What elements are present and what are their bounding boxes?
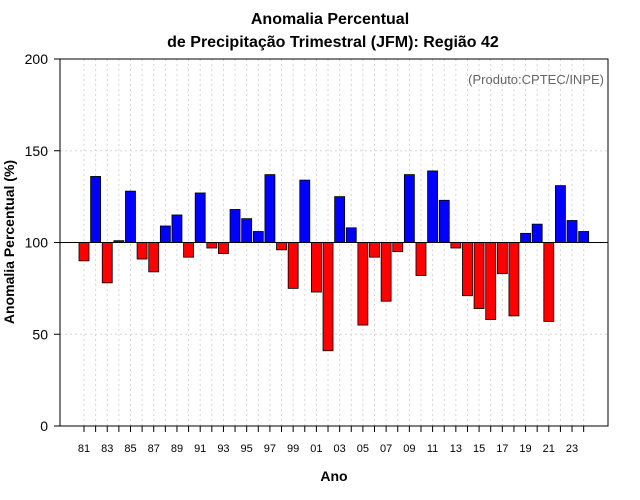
bar-14 (462, 242, 473, 297)
x-tick-label-8: 97 (264, 443, 276, 455)
x-tick-label-10: 01 (310, 443, 322, 455)
x-tick-label-1: 83 (101, 443, 113, 455)
bar-85 (125, 190, 136, 243)
bar-09 (403, 174, 415, 243)
x-tick-label-0: 81 (78, 443, 90, 455)
bar-18 (508, 242, 520, 317)
bar-08 (392, 242, 404, 253)
bar-24 (578, 231, 590, 243)
bar-97 (264, 174, 276, 243)
y-tick-label-2: 100 (25, 235, 49, 251)
x-tick-label-13: 07 (380, 443, 392, 455)
bar-00 (299, 179, 311, 243)
bar-95 (241, 218, 253, 243)
bar-89 (171, 214, 183, 243)
x-tick-label-11: 03 (334, 443, 346, 455)
bars (78, 170, 590, 352)
bar-92 (206, 242, 218, 249)
bar-13 (450, 242, 462, 249)
chart-title-line1: Anomalia Percentual (251, 11, 409, 28)
bar-04 (345, 227, 357, 243)
y-axis: 0 50 100 150 200 (25, 51, 60, 434)
bar-12 (438, 199, 450, 243)
bar-86 (136, 242, 148, 260)
bar-98 (276, 242, 287, 251)
x-tick-label-7: 95 (241, 443, 253, 455)
x-tick-label-3: 87 (148, 443, 160, 455)
bar-15 (473, 242, 485, 309)
x-tick-label-5: 91 (194, 443, 206, 455)
bar-11 (427, 170, 439, 243)
x-tick-label-16: 13 (450, 443, 462, 455)
grid (60, 59, 608, 426)
bar-23 (566, 220, 578, 243)
x-tick-label-9: 99 (287, 443, 299, 455)
bar-83 (101, 242, 113, 284)
bar-22 (555, 185, 566, 243)
bar-20 (531, 223, 543, 243)
x-tick-label-14: 09 (403, 443, 415, 455)
y-tick-label-3: 150 (25, 143, 49, 159)
bar-21 (543, 242, 555, 322)
bar-19 (520, 232, 531, 243)
bar-01 (310, 242, 322, 293)
bar-07 (380, 242, 392, 302)
x-tick-label-17: 15 (473, 443, 485, 455)
y-axis-title: Anomalia Percentual (%) (1, 160, 17, 324)
bar-16 (485, 242, 497, 320)
y-tick-label-1: 50 (32, 326, 48, 342)
x-axis-title: Ano (320, 468, 347, 484)
bar-93 (218, 242, 229, 254)
x-tick-label-21: 23 (566, 443, 578, 455)
y-tick-label-4: 200 (25, 51, 49, 67)
bar-99 (287, 242, 299, 289)
bar-90 (183, 242, 194, 258)
x-tick-label-19: 19 (519, 443, 531, 455)
bar-17 (496, 242, 508, 275)
bar-03 (334, 196, 346, 243)
chart-title-line2: de Precipitação Trimestral (JFM): Região… (167, 34, 499, 51)
bar-81 (78, 242, 90, 262)
bar-82 (90, 176, 102, 243)
plot-frame (59, 58, 609, 427)
y-tick-label-0: 0 (40, 418, 48, 434)
bar-94 (229, 209, 241, 243)
x-tick-label-20: 21 (543, 443, 555, 455)
bar-88 (159, 225, 171, 243)
x-tick-label-6: 93 (217, 443, 229, 455)
bar-96 (252, 231, 264, 243)
x-tick-label-12: 05 (357, 443, 369, 455)
x-tick-label-18: 17 (496, 443, 508, 455)
x-tick-label-2: 85 (124, 443, 136, 455)
x-tick-label-15: 11 (427, 443, 438, 455)
credit-annotation: (Produto:CPTEC/INPE) (468, 72, 604, 87)
bar-06 (369, 242, 380, 258)
bar-10 (415, 242, 427, 276)
x-axis: 81 83 85 87 89 91 93 95 97 99 01 03 05 07 09 11 13 15 17 19… (78, 426, 585, 455)
x-tick-label-4: 89 (171, 443, 183, 455)
bar-91 (194, 192, 206, 243)
bar-02 (322, 242, 334, 352)
bar-87 (148, 242, 160, 273)
bar-05 (357, 242, 369, 326)
